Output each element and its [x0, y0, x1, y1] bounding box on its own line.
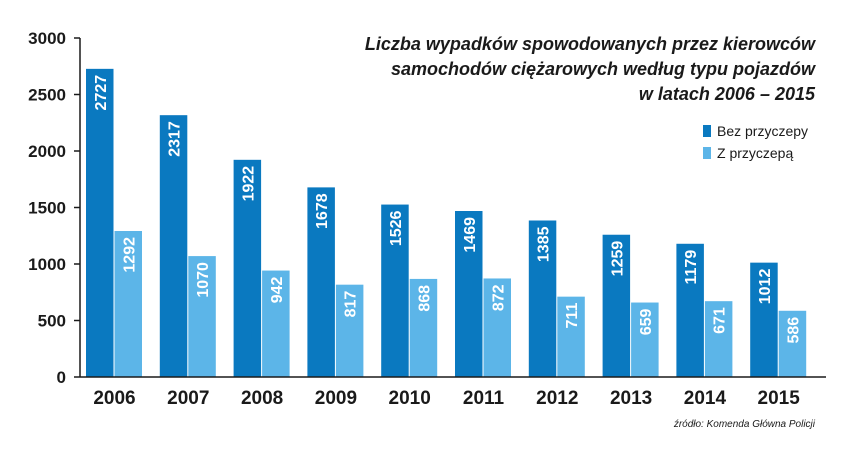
- bar-value-label: 1012: [757, 269, 774, 305]
- x-tick-label: 2008: [241, 388, 283, 409]
- bar-value-label: 586: [785, 317, 802, 344]
- x-tick-label: 2013: [610, 388, 652, 409]
- bar-value-label: 659: [638, 308, 655, 335]
- bar-z-przyczepa: [409, 278, 438, 377]
- y-tick-label: 2500: [28, 86, 66, 105]
- legend-label: Bez przyczepy: [717, 123, 808, 139]
- bar-value-label: 671: [712, 307, 729, 334]
- bar-value-label: 868: [416, 285, 433, 312]
- bar-z-przyczepa: [483, 278, 511, 377]
- bar-value-label: 1385: [536, 226, 553, 262]
- bar-value-label: 1070: [195, 262, 212, 298]
- bar-z-przyczepa: [114, 231, 142, 377]
- y-tick-label: 1000: [28, 255, 66, 274]
- y-axis: 0 500 1000 1500 2000 2500 3000: [28, 29, 81, 387]
- x-tick-label: 2009: [315, 388, 357, 409]
- x-axis: 2006 2007 2008 2009 2010 2011 2012 2013 2014 2015: [80, 376, 826, 409]
- bar-value-label: 2727: [93, 75, 110, 111]
- x-tick-label: 2014: [684, 388, 727, 409]
- bar-value-label: 1259: [609, 241, 626, 277]
- bar-bez-przyczepy: [455, 211, 483, 377]
- bar-bez-przyczepy: [307, 187, 335, 377]
- bar-value-label: 711: [564, 303, 581, 329]
- x-tick-label: 2010: [389, 388, 431, 409]
- bar-z-przyczepa: [335, 284, 364, 377]
- bar-bez-przyczepy: [381, 204, 409, 377]
- bar-bez-przyczepy: [676, 243, 704, 377]
- bar-value-label: 1526: [388, 210, 405, 246]
- chart-title-line: w latach 2006 – 2015: [639, 84, 816, 104]
- bar-z-przyczepa: [778, 310, 807, 377]
- y-tick-label: 1500: [28, 199, 66, 218]
- bar-bez-przyczepy: [86, 68, 114, 377]
- bar-value-label: 817: [343, 291, 360, 318]
- bar-bez-przyczepy: [602, 234, 631, 377]
- bar-z-przyczepa: [704, 301, 733, 377]
- legend-swatch: [703, 147, 711, 159]
- bar-value-label: 1678: [314, 193, 331, 229]
- bar-value-label: 942: [269, 276, 286, 303]
- x-tick-label: 2011: [463, 388, 505, 409]
- bar-bez-przyczepy: [750, 262, 778, 377]
- bar-z-przyczepa: [188, 256, 216, 377]
- y-tick-label: 0: [57, 368, 66, 387]
- x-tick-label: 2006: [93, 388, 135, 409]
- x-tick-label: 2015: [758, 388, 801, 409]
- x-tick-label: 2007: [167, 388, 209, 409]
- bar-bez-przyczepy: [233, 159, 262, 377]
- chart-title-line: Liczba wypadków spowodowanych przez kier…: [365, 34, 816, 54]
- bar-bez-przyczepy: [159, 115, 188, 377]
- chart-title-line: samochodów ciężarowych według typu pojaz…: [391, 59, 816, 79]
- bar-value-label: 1469: [462, 217, 479, 253]
- legend-label: Z przyczepą: [717, 145, 793, 161]
- bar-value-label: 872: [490, 284, 507, 311]
- x-tick-label: 2012: [536, 388, 578, 409]
- bar-z-przyczepa: [557, 296, 585, 377]
- legend: Bez przyczepy Z przyczepą: [703, 123, 808, 161]
- bar-z-przyczepa: [631, 302, 659, 377]
- bar-value-label: 1922: [240, 166, 257, 202]
- y-tick-label: 3000: [28, 29, 66, 48]
- source-note: źródło: Komenda Główna Policji: [673, 419, 816, 430]
- y-tick-label: 500: [38, 312, 66, 331]
- chart-title: Liczba wypadków spowodowanych przez kier…: [365, 34, 816, 104]
- y-tick-label: 2000: [28, 142, 66, 161]
- bar-value-label: 1292: [121, 237, 138, 273]
- bar-value-label: 2317: [167, 121, 184, 157]
- bar-value-label: 1179: [683, 250, 700, 285]
- bars: 2727 1292 2317 1070 1922 942 1678 817 1526 868 146…: [86, 68, 807, 377]
- legend-swatch: [703, 125, 711, 137]
- bar-z-przyczepa: [262, 270, 290, 377]
- bar-bez-przyczepy: [528, 220, 557, 377]
